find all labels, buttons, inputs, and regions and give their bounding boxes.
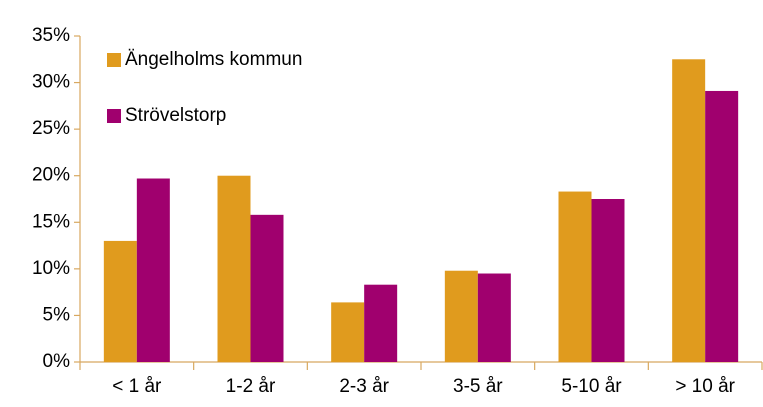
x-tick-label: > 10 år xyxy=(675,376,735,397)
y-tick-label: 5% xyxy=(43,304,71,325)
bar xyxy=(705,90,739,362)
x-tick-label: 3-5 år xyxy=(453,376,503,397)
y-tick-label: 25% xyxy=(32,118,70,139)
y-tick-label: 35% xyxy=(32,25,70,46)
legend-swatch xyxy=(107,109,121,123)
legend-label: Ängelholms kommun xyxy=(125,49,302,70)
bar xyxy=(331,302,365,362)
bar xyxy=(477,273,511,362)
y-tick-label: 0% xyxy=(43,351,71,372)
bar xyxy=(672,59,706,363)
x-tick-label: 5-10 år xyxy=(561,376,622,397)
bar xyxy=(364,284,398,362)
bar xyxy=(136,178,170,362)
legend-label: Strövelstorp xyxy=(125,105,226,126)
x-tick-label: < 1 år xyxy=(112,376,162,397)
bar xyxy=(250,214,284,362)
bar xyxy=(444,270,478,362)
y-tick-label: 20% xyxy=(32,165,70,186)
legend-swatch xyxy=(107,53,121,67)
y-tick-label: 15% xyxy=(32,211,70,232)
y-tick-label: 10% xyxy=(32,258,70,279)
x-tick-label: 2-3 år xyxy=(339,376,389,397)
y-tick-label: 30% xyxy=(32,72,70,93)
bar xyxy=(217,175,251,362)
bar xyxy=(591,199,625,362)
bar xyxy=(103,240,137,362)
x-tick-label: 1-2 år xyxy=(226,376,276,397)
bar xyxy=(558,191,592,362)
